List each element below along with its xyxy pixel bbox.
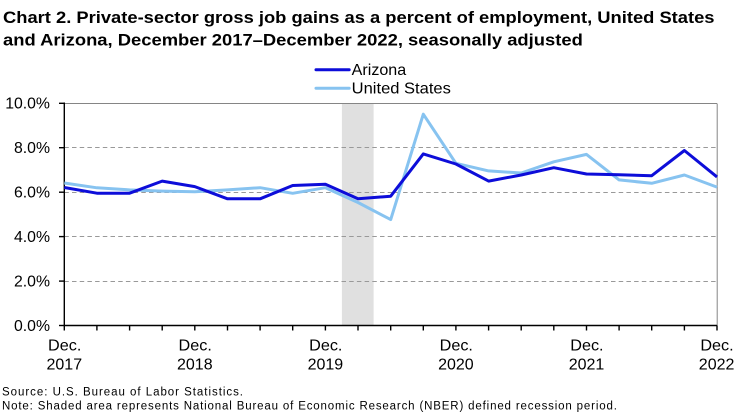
svg-text:Dec.: Dec.: [179, 337, 212, 354]
svg-text:4.0%: 4.0%: [14, 229, 50, 246]
svg-text:and Arizona, December 2017–Dec: and Arizona, December 2017–December 2022…: [3, 30, 583, 49]
svg-text:2019: 2019: [308, 356, 344, 373]
svg-text:Dec.: Dec.: [700, 337, 733, 354]
svg-text:2020: 2020: [438, 356, 474, 373]
svg-text:8.0%: 8.0%: [14, 140, 50, 157]
svg-text:2021: 2021: [569, 356, 605, 373]
svg-text:6.0%: 6.0%: [14, 185, 50, 202]
svg-text:Arizona: Arizona: [352, 62, 407, 79]
svg-text:0.0%: 0.0%: [14, 318, 50, 335]
svg-text:10.0%: 10.0%: [5, 96, 50, 113]
svg-text:Dec.: Dec.: [309, 337, 342, 354]
svg-text:Dec.: Dec.: [48, 337, 81, 354]
svg-text:Dec.: Dec.: [440, 337, 473, 354]
svg-text:2018: 2018: [177, 356, 213, 373]
svg-text:Source: U.S. Bureau of Labor S: Source: U.S. Bureau of Labor Statistics.: [2, 386, 243, 398]
svg-text:Note: Shaded area represents N: Note: Shaded area represents National Bu…: [2, 400, 617, 412]
svg-text:2017: 2017: [47, 356, 83, 373]
svg-text:2.0%: 2.0%: [14, 273, 50, 290]
svg-text:Dec.: Dec.: [570, 337, 603, 354]
svg-text:2022: 2022: [699, 356, 735, 373]
svg-text:United States: United States: [352, 81, 451, 98]
svg-text:Chart 2. Private-sector gross: Chart 2. Private-sector gross job gains …: [3, 8, 715, 27]
